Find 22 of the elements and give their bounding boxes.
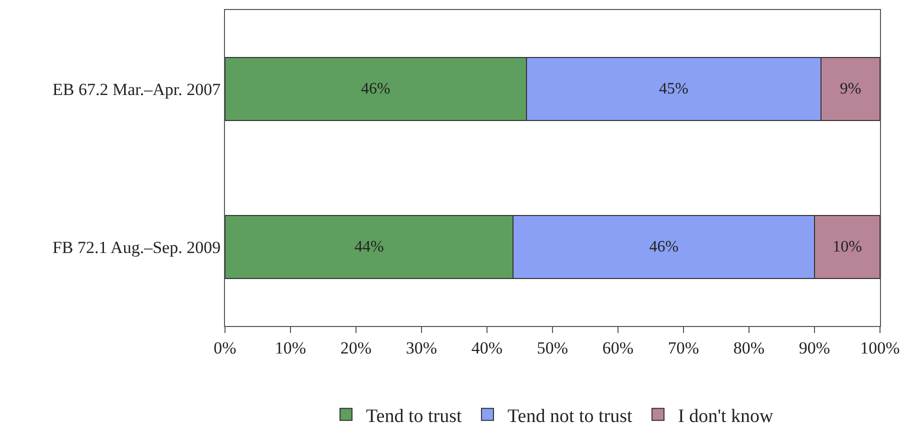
y-tick-label: EB 67.2 Mar.–Apr. 2007 <box>52 80 222 99</box>
data-label: 10% <box>832 238 862 256</box>
x-tick-label: 40% <box>471 338 503 358</box>
x-tick-label: 60% <box>602 338 634 358</box>
x-tick-label: 100% <box>860 338 900 358</box>
legend-label: Tend to trust <box>366 406 462 427</box>
x-tick-label: 30% <box>406 338 438 358</box>
data-label: 45% <box>659 80 688 98</box>
x-tick-label: 10% <box>274 338 306 358</box>
x-tick-label: 90% <box>798 338 830 358</box>
x-tick-label: 70% <box>668 338 700 358</box>
legend-label: Tend not to trust <box>507 406 634 427</box>
data-label: 44% <box>354 238 384 256</box>
data-label: 46% <box>360 80 390 98</box>
y-tick-label: FB 72.1 Aug.–Sep. 2009 <box>52 238 221 257</box>
x-tick-label: 20% <box>340 338 372 358</box>
legend-label: I don't know <box>678 406 774 427</box>
data-label: 46% <box>649 238 679 256</box>
x-tick-label: 50% <box>536 338 568 358</box>
x-tick-label: 0% <box>214 338 236 358</box>
x-tick-label: 80% <box>733 338 765 358</box>
data-label: 9% <box>840 80 862 98</box>
